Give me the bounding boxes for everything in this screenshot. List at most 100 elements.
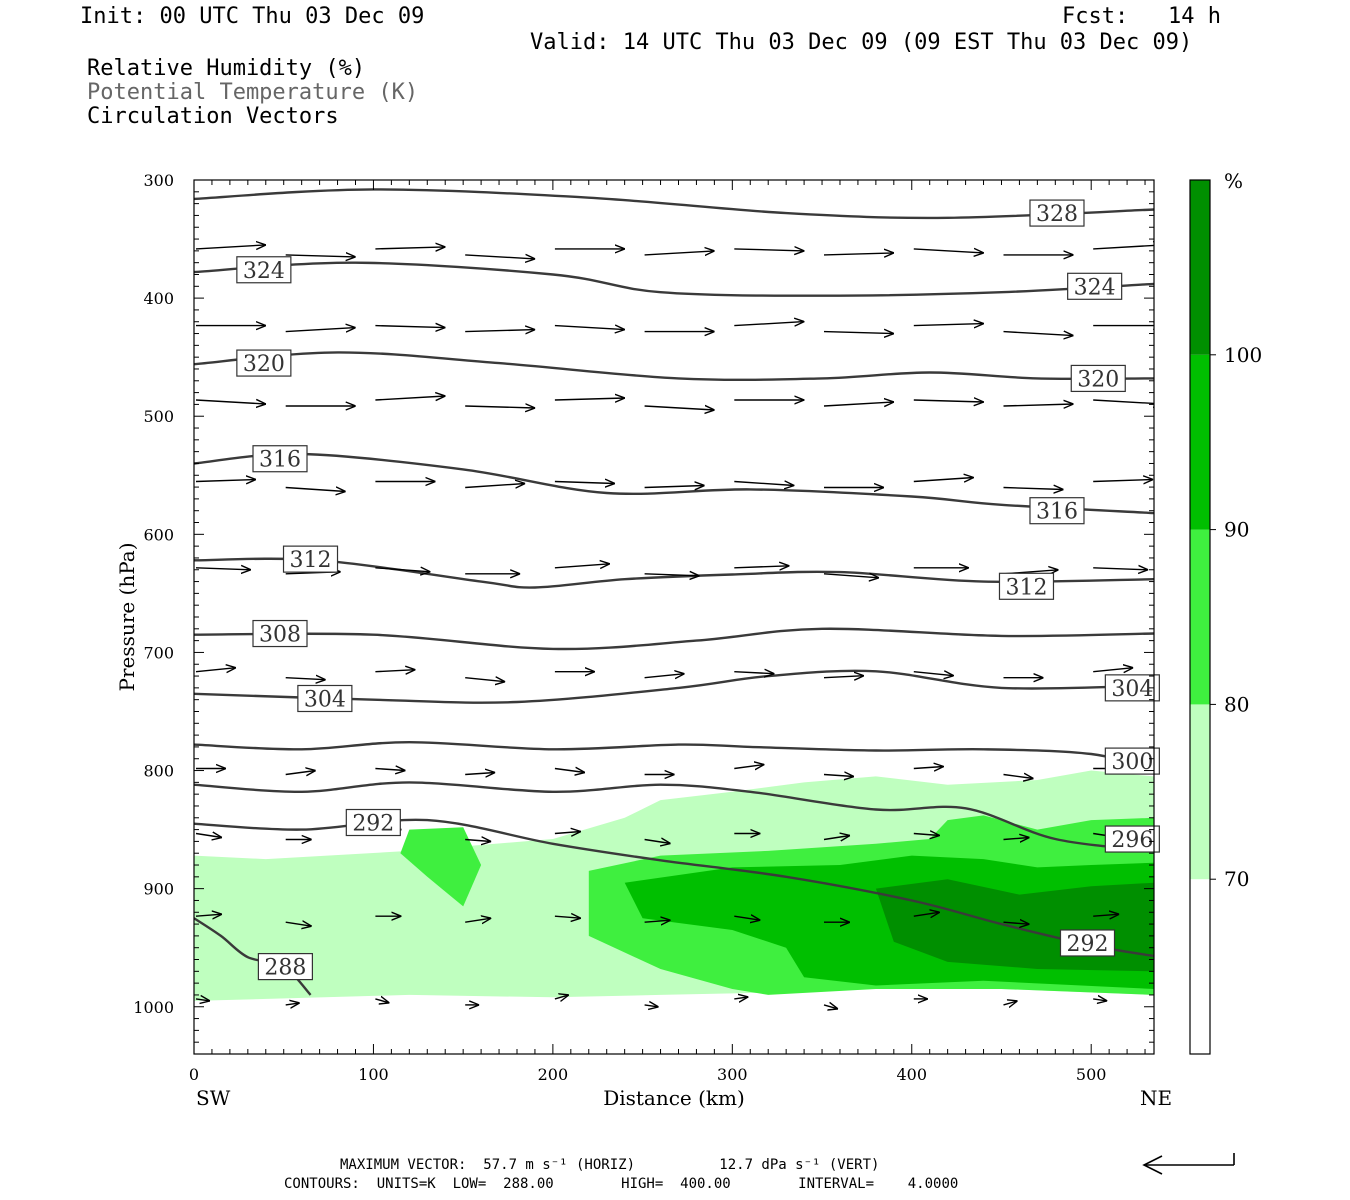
theta-label-316-6: 316 <box>1029 497 1085 525</box>
theta-label-324-1: 324 <box>236 256 292 284</box>
contour-info: CONTOURS: UNITS=K LOW= 288.00 HIGH= 400.… <box>284 1176 959 1192</box>
svg-text:304: 304 <box>1111 677 1153 702</box>
y-tick-label: 400 <box>143 289 174 308</box>
theta-label-312-7: 312 <box>282 545 339 573</box>
theta-contour-296-13 <box>194 781 1154 853</box>
max-vector-info: MAXIMUM VECTOR: 57.7 m s⁻¹ (HORIZ) 12.7 … <box>340 1157 880 1173</box>
vector-arrow <box>195 400 266 404</box>
vector-arrow <box>1003 775 1034 779</box>
theta-label-328-0: 328 <box>1029 199 1085 227</box>
vector-arrow <box>913 912 940 916</box>
y-tick-label: 900 <box>143 880 174 899</box>
colorbar-level-label: 100 <box>1224 343 1262 367</box>
vector-arrow <box>375 769 405 771</box>
colorbar-segment <box>1190 704 1210 880</box>
colorbar-level-label: 80 <box>1224 692 1249 716</box>
vector-arrow <box>465 840 491 842</box>
colorbar-unit: % <box>1224 169 1243 193</box>
svg-text:328: 328 <box>1036 202 1078 227</box>
field-rh-title: Relative Humidity (%) <box>87 56 366 81</box>
vector-arrow <box>644 406 715 410</box>
vector-arrow <box>913 767 944 769</box>
theta-label-292-14: 292 <box>345 808 401 837</box>
vector-arrow <box>285 255 356 257</box>
colorbar-level-label: 70 <box>1224 867 1249 891</box>
x-tick-label: 400 <box>896 1065 927 1084</box>
vector-arrow <box>195 834 222 838</box>
vector-arrow <box>734 482 794 486</box>
vector-arrow <box>1093 568 1148 570</box>
svg-text:288: 288 <box>264 956 306 981</box>
y-tick-label: 500 <box>143 407 174 426</box>
vector-arrow <box>465 773 495 775</box>
vector-arrow <box>734 765 764 769</box>
vector-arrow <box>644 486 705 488</box>
vector-arrow <box>734 916 760 920</box>
vector-arrow <box>1003 332 1074 336</box>
vector-arrow <box>554 326 625 330</box>
colorbar-frame <box>1189 179 1211 1055</box>
vector-arrow <box>375 568 430 572</box>
vector-arrow <box>734 566 789 568</box>
vector-arrow <box>195 480 256 482</box>
theta-contour-304-10 <box>194 669 1154 704</box>
vector-arrow <box>285 922 312 926</box>
circulation-vectors <box>195 245 1154 1009</box>
vector-arrow <box>644 1005 659 1007</box>
vector-arrow <box>1093 999 1107 1001</box>
colorbar-segment <box>1190 354 1210 530</box>
theta-label-312-8: 312 <box>998 572 1055 600</box>
theta-contour-308-9 <box>194 627 1154 651</box>
x-tick-label: 300 <box>717 1065 748 1084</box>
vector-arrow <box>823 253 894 255</box>
vector-arrow <box>644 840 671 844</box>
vector-arrow <box>554 482 615 484</box>
svg-text:304: 304 <box>304 687 346 712</box>
svg-text:324: 324 <box>243 259 285 284</box>
field-theta-title: Potential Temperature (K) <box>87 80 419 105</box>
vector-arrow <box>734 322 804 326</box>
svg-text:300: 300 <box>1111 750 1153 775</box>
vector-arrow <box>195 668 236 672</box>
vector-arrow <box>734 249 804 251</box>
vector-arrow <box>913 478 974 482</box>
ne-label: NE <box>1140 1086 1172 1110</box>
reference-vector-icon <box>1142 1153 1235 1175</box>
vector-arrow <box>823 332 894 334</box>
vector-arrow <box>913 249 984 253</box>
vector-arrow <box>823 402 894 406</box>
vector-arrow <box>285 771 316 775</box>
vector-arrow <box>465 255 535 259</box>
svg-text:324: 324 <box>1074 275 1116 300</box>
vector-arrow <box>285 678 326 680</box>
theta-label-304-10: 304 <box>297 684 353 712</box>
vector-arrow <box>465 678 505 682</box>
x-tick-label: 0 <box>189 1065 199 1084</box>
x-tick-label: 500 <box>1076 1065 1107 1084</box>
svg-text:316: 316 <box>1036 500 1078 525</box>
vector-arrow <box>1003 838 1030 840</box>
colorbar-segment <box>1190 879 1210 1054</box>
vector-arrow <box>1003 1001 1018 1005</box>
vector-arrow <box>823 775 854 777</box>
svg-text:320: 320 <box>1077 367 1119 392</box>
rh-region-80-1 <box>400 827 482 907</box>
vector-arrow <box>375 326 445 328</box>
theta-contour-328-0 <box>194 188 1154 220</box>
vector-arrow <box>1093 668 1133 672</box>
theta-label-308-9: 308 <box>252 619 308 648</box>
y-axis-title: Pressure (hPa) <box>115 543 139 692</box>
forecast-hour: Fcst: 14 h <box>1062 4 1221 29</box>
theta-contour-320-3 <box>194 351 1154 382</box>
vector-arrow <box>285 328 356 332</box>
y-tick-label: 1000 <box>133 998 174 1017</box>
theta-contour-316-5 <box>194 452 1154 515</box>
vector-arrow <box>465 406 535 408</box>
theta-label-316-5: 316 <box>252 445 308 473</box>
vector-arrow <box>644 251 715 255</box>
vector-arrow <box>375 999 389 1003</box>
y-tick-label: 600 <box>143 525 174 544</box>
vector-arrow <box>644 920 671 922</box>
vector-arrow <box>823 836 850 840</box>
theta-label-288-16: 288 <box>257 952 313 981</box>
